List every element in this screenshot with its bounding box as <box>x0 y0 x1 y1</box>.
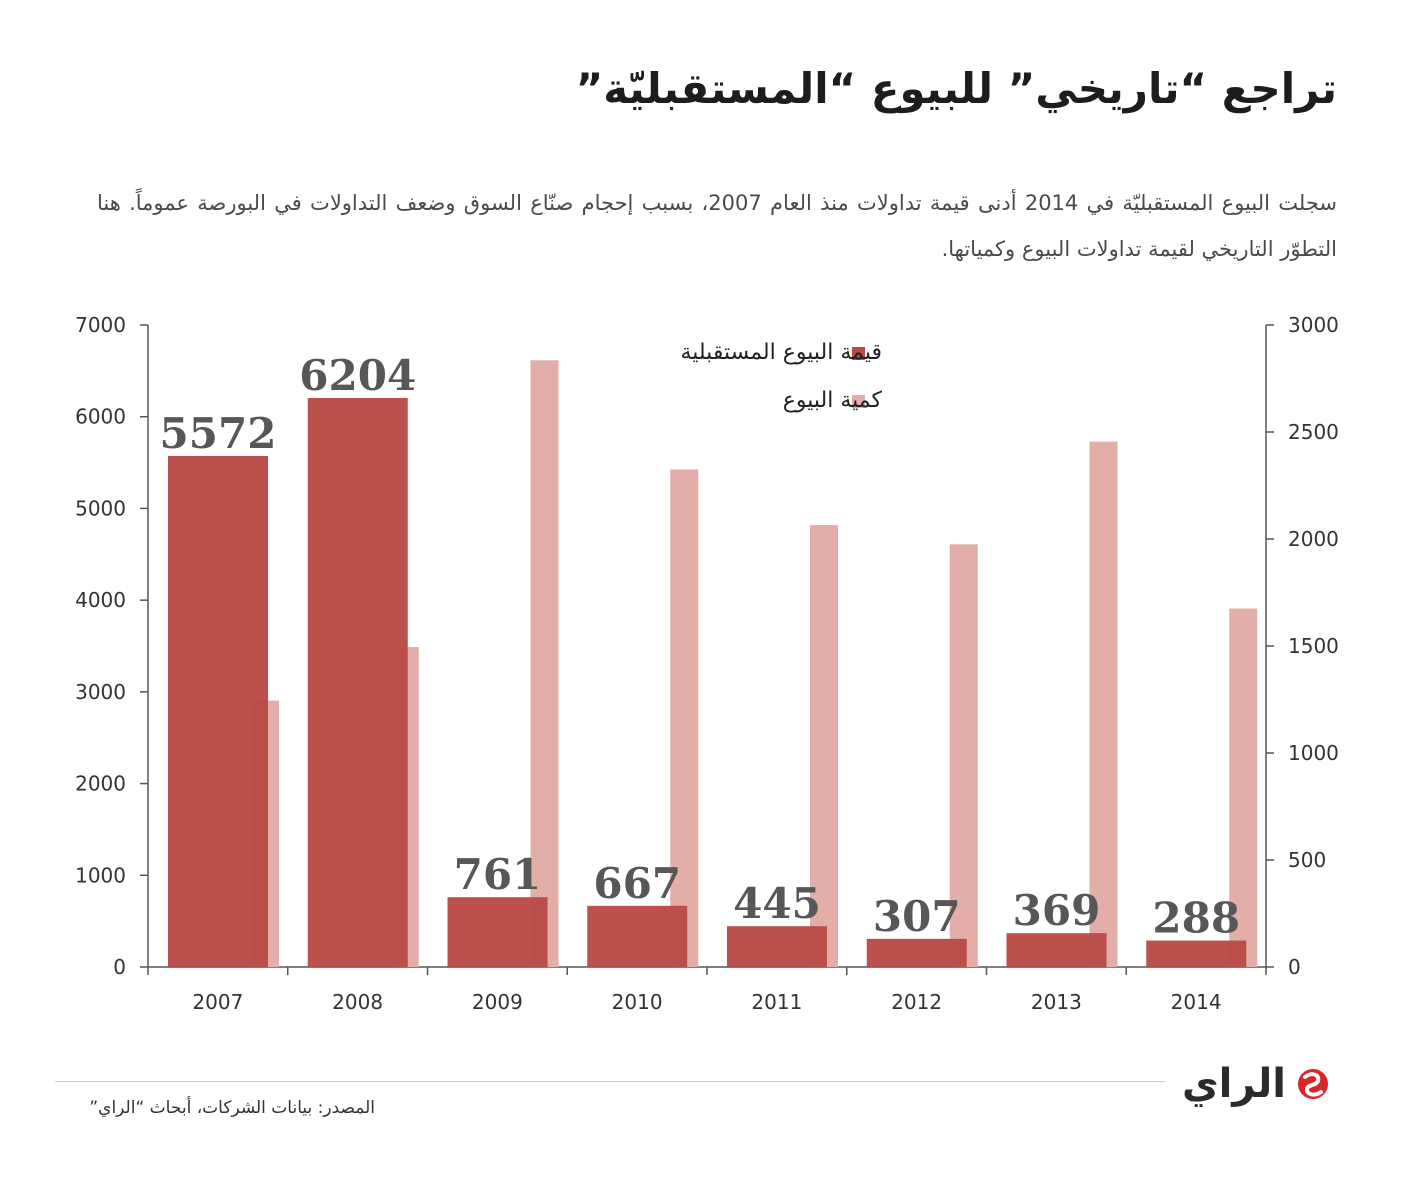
quantity-bar-2012 <box>949 544 978 967</box>
chart-title: تراجع “تاريخي” للبيوع “المستقبليّة” <box>575 64 1337 113</box>
brand-logo: الراي <box>1180 1052 1330 1116</box>
logo-text: الراي <box>1182 1061 1286 1107</box>
x-axis-tick-label: 2010 <box>612 990 663 1014</box>
x-axis-tick-label: 2007 <box>192 990 243 1014</box>
x-axis-tick-label: 2012 <box>891 990 942 1014</box>
value-bar-2007 <box>168 455 268 967</box>
right-axis-tick-label: 3000 <box>1288 313 1339 337</box>
left-axis-tick-label: 4000 <box>75 588 126 612</box>
chart-subtitle: سجلت البيوع المستقبليّة في 2014 أدنى قيم… <box>97 191 1337 261</box>
footer-divider <box>55 1081 1165 1082</box>
legend-swatch-quantity <box>852 395 865 408</box>
legend-label-quantity: كمية البيوع <box>783 388 883 413</box>
value-bar-2010 <box>587 905 688 967</box>
right-axis-tick-label: 2500 <box>1288 420 1339 444</box>
value-data-label-2013: 369 <box>1013 886 1101 935</box>
right-axis-tick-label: 2000 <box>1288 527 1339 551</box>
left-axis-tick-label: 2000 <box>75 772 126 796</box>
value-data-label-2011: 445 <box>733 879 821 928</box>
left-axis-tick-label: 0 <box>113 955 126 979</box>
source-note: المصدر: بيانات الشركات، أبحاث “الراي” <box>89 1098 375 1118</box>
right-axis-tick-label: 1500 <box>1288 634 1339 658</box>
right-axis-tick-label: 500 <box>1288 848 1326 872</box>
quantity-bar-2009 <box>530 360 559 967</box>
value-data-label-2014: 288 <box>1152 894 1240 943</box>
value-data-label-2007: 5572 <box>160 409 277 458</box>
legend-label-value: قيمة البيوع المستقبلية <box>680 340 882 365</box>
value-data-label-2012: 307 <box>873 892 961 941</box>
quantity-bar-2011 <box>810 525 838 967</box>
x-axis-tick-label: 2014 <box>1171 990 1222 1014</box>
quantity-bar-2010 <box>670 469 699 967</box>
x-axis-tick-label: 2013 <box>1031 990 1082 1014</box>
left-axis-tick-label: 5000 <box>75 496 126 520</box>
alrai-logo-mark-icon <box>1298 1069 1328 1099</box>
left-axis-tick-label: 3000 <box>75 680 126 704</box>
left-axis-tick-label: 6000 <box>75 405 126 429</box>
value-data-label-2008: 6204 <box>299 351 416 400</box>
value-bar-2009 <box>447 897 548 967</box>
x-axis-tick-label: 2008 <box>332 990 383 1014</box>
legend-swatch-value <box>852 347 865 360</box>
quantity-bar-2014 <box>1229 608 1258 967</box>
value-data-label-2010: 667 <box>593 859 681 908</box>
quantity-bar-2013 <box>1089 441 1118 967</box>
right-axis-tick-label: 1000 <box>1288 741 1339 765</box>
value-bar-2012 <box>866 938 967 967</box>
value-bar-2014 <box>1146 940 1247 967</box>
x-axis-tick-label: 2009 <box>472 990 523 1014</box>
value-data-label-2009: 761 <box>454 850 542 899</box>
value-bar-2008 <box>307 398 408 967</box>
right-axis-tick-label: 0 <box>1288 955 1301 979</box>
value-bar-2011 <box>727 926 827 967</box>
value-bar-2013 <box>1006 933 1107 967</box>
left-axis-tick-label: 1000 <box>75 863 126 887</box>
x-axis-tick-label: 2011 <box>751 990 802 1014</box>
left-axis-tick-label: 7000 <box>75 313 126 337</box>
